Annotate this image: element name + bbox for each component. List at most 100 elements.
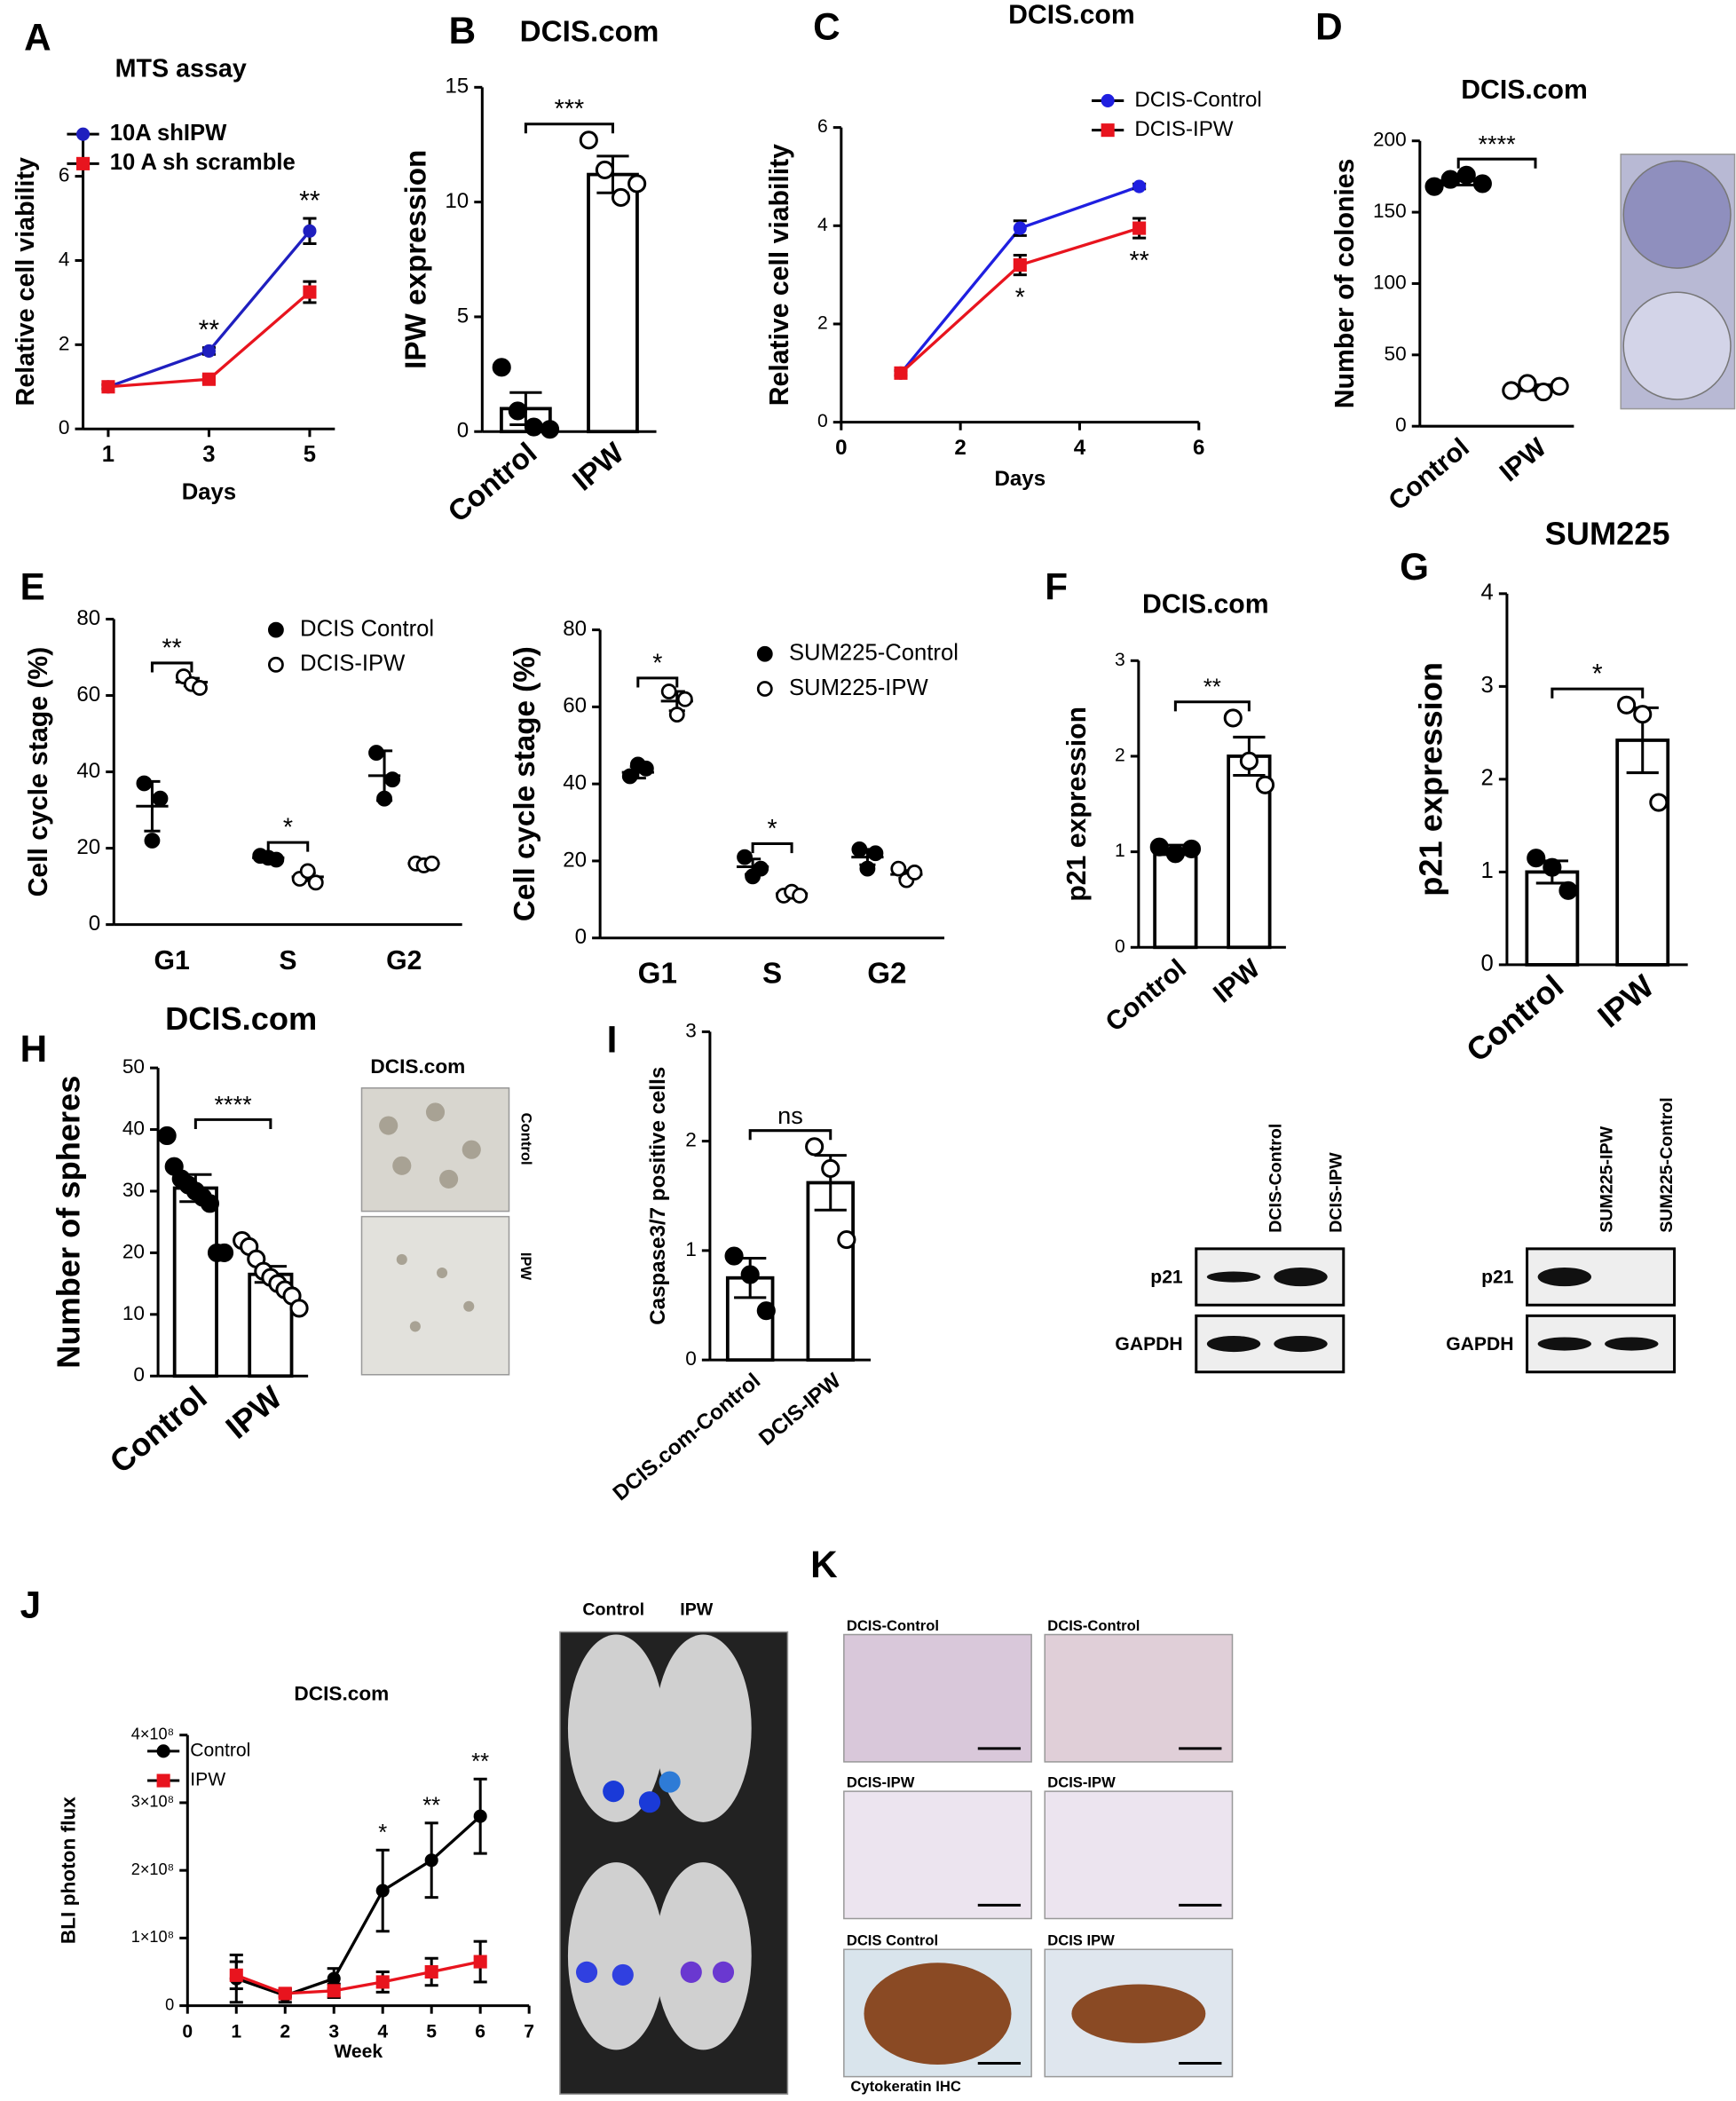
marker xyxy=(327,1984,341,1998)
chart-title: DCIS.com xyxy=(294,1682,389,1704)
lane-label: SUM225-IPW xyxy=(1597,1126,1616,1232)
significance-label: ** xyxy=(1203,675,1221,699)
x-tick-label: Control xyxy=(1101,954,1192,1038)
marker xyxy=(201,344,216,358)
y-tick-label: 0 xyxy=(1481,952,1494,976)
lane-label: DCIS-Control xyxy=(1266,1124,1286,1233)
marker xyxy=(375,1975,390,1989)
image-label: DCIS-Control xyxy=(1047,1617,1140,1634)
row-label: GAPDH xyxy=(1446,1334,1513,1355)
data-point xyxy=(384,771,401,788)
x-tick-label: DCIS-IPW xyxy=(754,1369,846,1450)
image-title: DCIS.com xyxy=(370,1055,465,1078)
x-tick-label: Control xyxy=(103,1378,214,1480)
data-point xyxy=(737,849,753,865)
y-axis-label: Relative cell viability xyxy=(765,144,794,406)
data-point xyxy=(1550,376,1569,396)
legend-label: DCIS Control xyxy=(300,616,434,641)
bli-signal xyxy=(575,1961,598,1983)
marker xyxy=(424,1853,438,1868)
x-tick-label: 4 xyxy=(377,2021,388,2042)
legend-label: 10 A sh scramble xyxy=(110,150,296,175)
data-point xyxy=(1239,751,1259,770)
data-point xyxy=(611,187,631,208)
legend-marker xyxy=(1101,123,1115,138)
x-tick-label: 2 xyxy=(954,436,966,460)
x-tick-label: 5 xyxy=(426,2021,437,2042)
y-tick-label: 10 xyxy=(122,1302,145,1324)
y-tick-label: 20 xyxy=(122,1240,145,1262)
histology-photo xyxy=(1044,1790,1234,1920)
data-point xyxy=(637,760,654,777)
x-tick-label: S xyxy=(279,946,296,975)
y-axis-label: IPW expression xyxy=(400,150,433,369)
y-tick-label: 2 xyxy=(685,1129,697,1151)
significance-label: * xyxy=(652,649,662,677)
data-point xyxy=(214,1243,234,1262)
sphere xyxy=(396,1253,407,1265)
y-tick-label: 0 xyxy=(59,416,70,438)
stained-tissue xyxy=(864,1963,1012,2065)
chart-title: MTS assay xyxy=(115,54,247,83)
legend-marker xyxy=(76,156,91,170)
y-axis-label: Cell cycle stage (%) xyxy=(24,647,53,897)
marker xyxy=(201,372,216,386)
marker xyxy=(1013,221,1027,235)
marker xyxy=(1132,179,1147,194)
marker xyxy=(473,1955,487,1969)
marker xyxy=(1132,221,1147,235)
chart-title: DCIS.com xyxy=(1008,0,1135,29)
series-line xyxy=(107,230,312,389)
row-label: p21 xyxy=(1481,1268,1514,1288)
panel-letter: E xyxy=(20,565,45,607)
marker xyxy=(327,1971,341,1986)
y-tick-label: 100 xyxy=(1373,271,1407,293)
sphere xyxy=(392,1156,412,1175)
y-tick-label: 40 xyxy=(563,771,587,795)
panel-letter: K xyxy=(810,1544,838,1585)
x-tick-label: IPW xyxy=(1590,968,1661,1035)
x-tick-label: Control xyxy=(1459,968,1570,1069)
y-tick-label: 150 xyxy=(1373,200,1407,222)
data-point xyxy=(1456,165,1476,185)
row-label: GAPDH xyxy=(1115,1334,1182,1355)
data-point xyxy=(299,863,316,880)
marker xyxy=(894,366,908,380)
legend-marker xyxy=(268,656,284,673)
data-point xyxy=(1255,775,1275,794)
data-point xyxy=(859,860,876,877)
data-point xyxy=(540,420,560,439)
y-tick-label: 0 xyxy=(165,1995,174,2013)
y-tick-label: 0 xyxy=(817,411,828,431)
chart-title: SUM225 xyxy=(1545,516,1670,552)
data-point xyxy=(1165,844,1185,864)
significance-bracket xyxy=(524,122,614,134)
x-tick-label: 2 xyxy=(280,2021,290,2042)
blot-band xyxy=(1206,1271,1261,1283)
y-tick-label: 3×10⁸ xyxy=(131,1793,174,1811)
series-line xyxy=(235,1814,482,1997)
significance-bracket xyxy=(1456,157,1537,169)
data-point xyxy=(837,1229,856,1250)
bli-signal xyxy=(680,1961,702,1983)
legend-label: 10A shIPW xyxy=(110,121,227,146)
colony-plate xyxy=(1622,291,1732,400)
y-axis-label: Cell cycle stage (%) xyxy=(509,646,541,921)
mouse xyxy=(567,1862,665,2050)
panel-letter: J xyxy=(20,1584,42,1626)
y-tick-label: 2 xyxy=(817,313,828,334)
legend-label: Control xyxy=(190,1740,250,1760)
y-tick-label: 200 xyxy=(1373,129,1407,151)
panel-letter: B xyxy=(449,10,477,51)
blot-band xyxy=(1274,1268,1328,1287)
image-label: DCIS IPW xyxy=(1047,1932,1115,1949)
data-point xyxy=(1440,170,1460,189)
legend-marker xyxy=(1101,93,1115,107)
x-tick-label: 0 xyxy=(182,2021,193,2042)
blot-band xyxy=(1605,1337,1659,1351)
y-tick-label: 4 xyxy=(1481,581,1494,605)
significance-bracket xyxy=(751,841,793,854)
x-tick-label: G2 xyxy=(386,946,422,975)
data-point xyxy=(1223,708,1243,728)
